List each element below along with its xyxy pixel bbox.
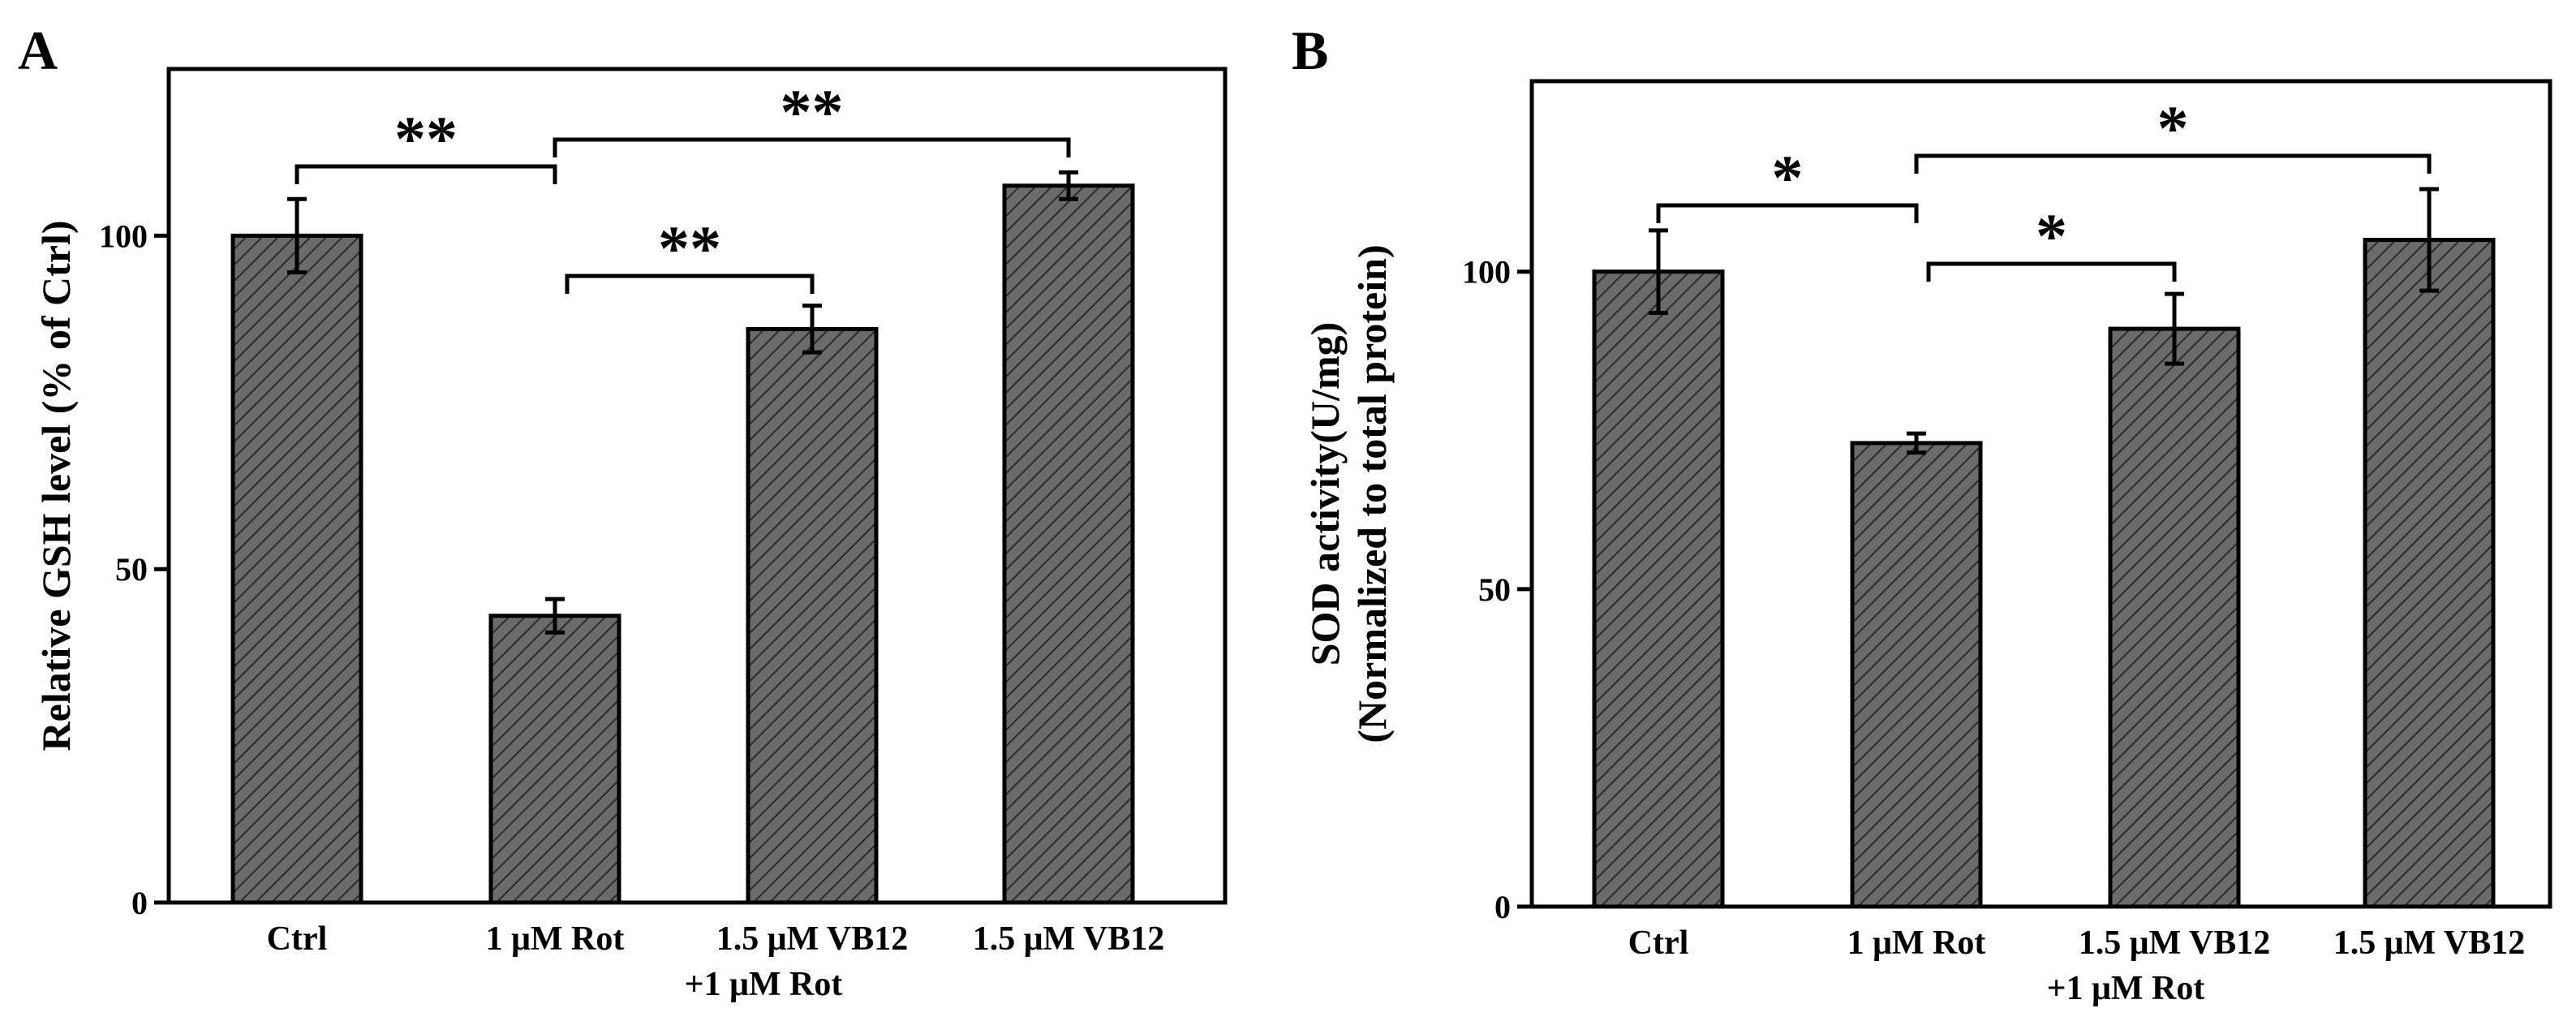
y-tick-label: 0 [1494,889,1511,925]
x-category-label: 1 μM Rot [1847,924,1986,962]
x-category-label: 1.5 μM VB12 [2333,924,2526,962]
y-tick-label: 50 [115,551,148,588]
significance-label: ** [394,103,458,174]
significance-label: * [2036,200,2067,271]
significance-bracket [295,164,557,184]
significance-bracket [553,137,1071,157]
plot-frame [1529,79,2552,909]
significance-label: ** [781,76,844,147]
bar [1002,183,1135,905]
bar [2108,326,2241,909]
y-tick-label: 0 [131,885,148,921]
panel-b: B 0 50 100 SOD activity(U/mg)(Normalized to … [1292,19,2552,1007]
significance-bracket [1914,153,2432,174]
bar [230,233,363,905]
bar [2363,238,2496,909]
significance-label: * [1772,142,1804,213]
y-axis-title-line: (Normalized to total protein) [1349,244,1395,743]
panel-letter-b: B [1292,19,1328,81]
x-category-label: +1 μM Rot [685,966,843,1003]
x-category-label: 1.5 μM VB12 [716,920,909,958]
y-tick-label: 50 [1478,571,1511,608]
x-category-label: +1 μM Rot [2047,970,2205,1007]
y-tick-label: 100 [1462,254,1511,291]
y-axis-title: SOD activity(U/mg)(Normalized to total p… [1302,244,1395,743]
x-category-label: Ctrl [267,920,328,958]
plot-frame [166,67,1228,905]
y-tick-label: 100 [99,218,148,254]
x-category-label: 1 μM Rot [486,920,625,958]
panel-a: A 0 50 100 Relative GSH level (% of Ctrl) Ctr… [18,19,1228,1003]
y-axis-title-line: Relative GSH level (% of Ctrl) [33,221,79,752]
y-axis-title: Relative GSH level (% of Ctrl) [33,221,79,752]
significance-label: ** [658,213,721,283]
x-category-label: 1.5 μM VB12 [2079,924,2271,962]
x-category-label: 1.5 μM VB12 [973,920,1165,958]
significance-bracket [565,274,815,294]
bar [746,326,879,905]
panel-letter-a: A [18,19,58,81]
significance-bracket [1656,203,1919,223]
x-category-label: Ctrl [1628,924,1689,962]
significance-bracket [1926,261,2177,282]
bar [1850,441,1983,909]
significance-label: * [2157,93,2189,163]
bar [1592,269,1725,909]
y-axis-title-line: SOD activity(U/mg) [1302,322,1348,666]
bar [488,614,621,905]
